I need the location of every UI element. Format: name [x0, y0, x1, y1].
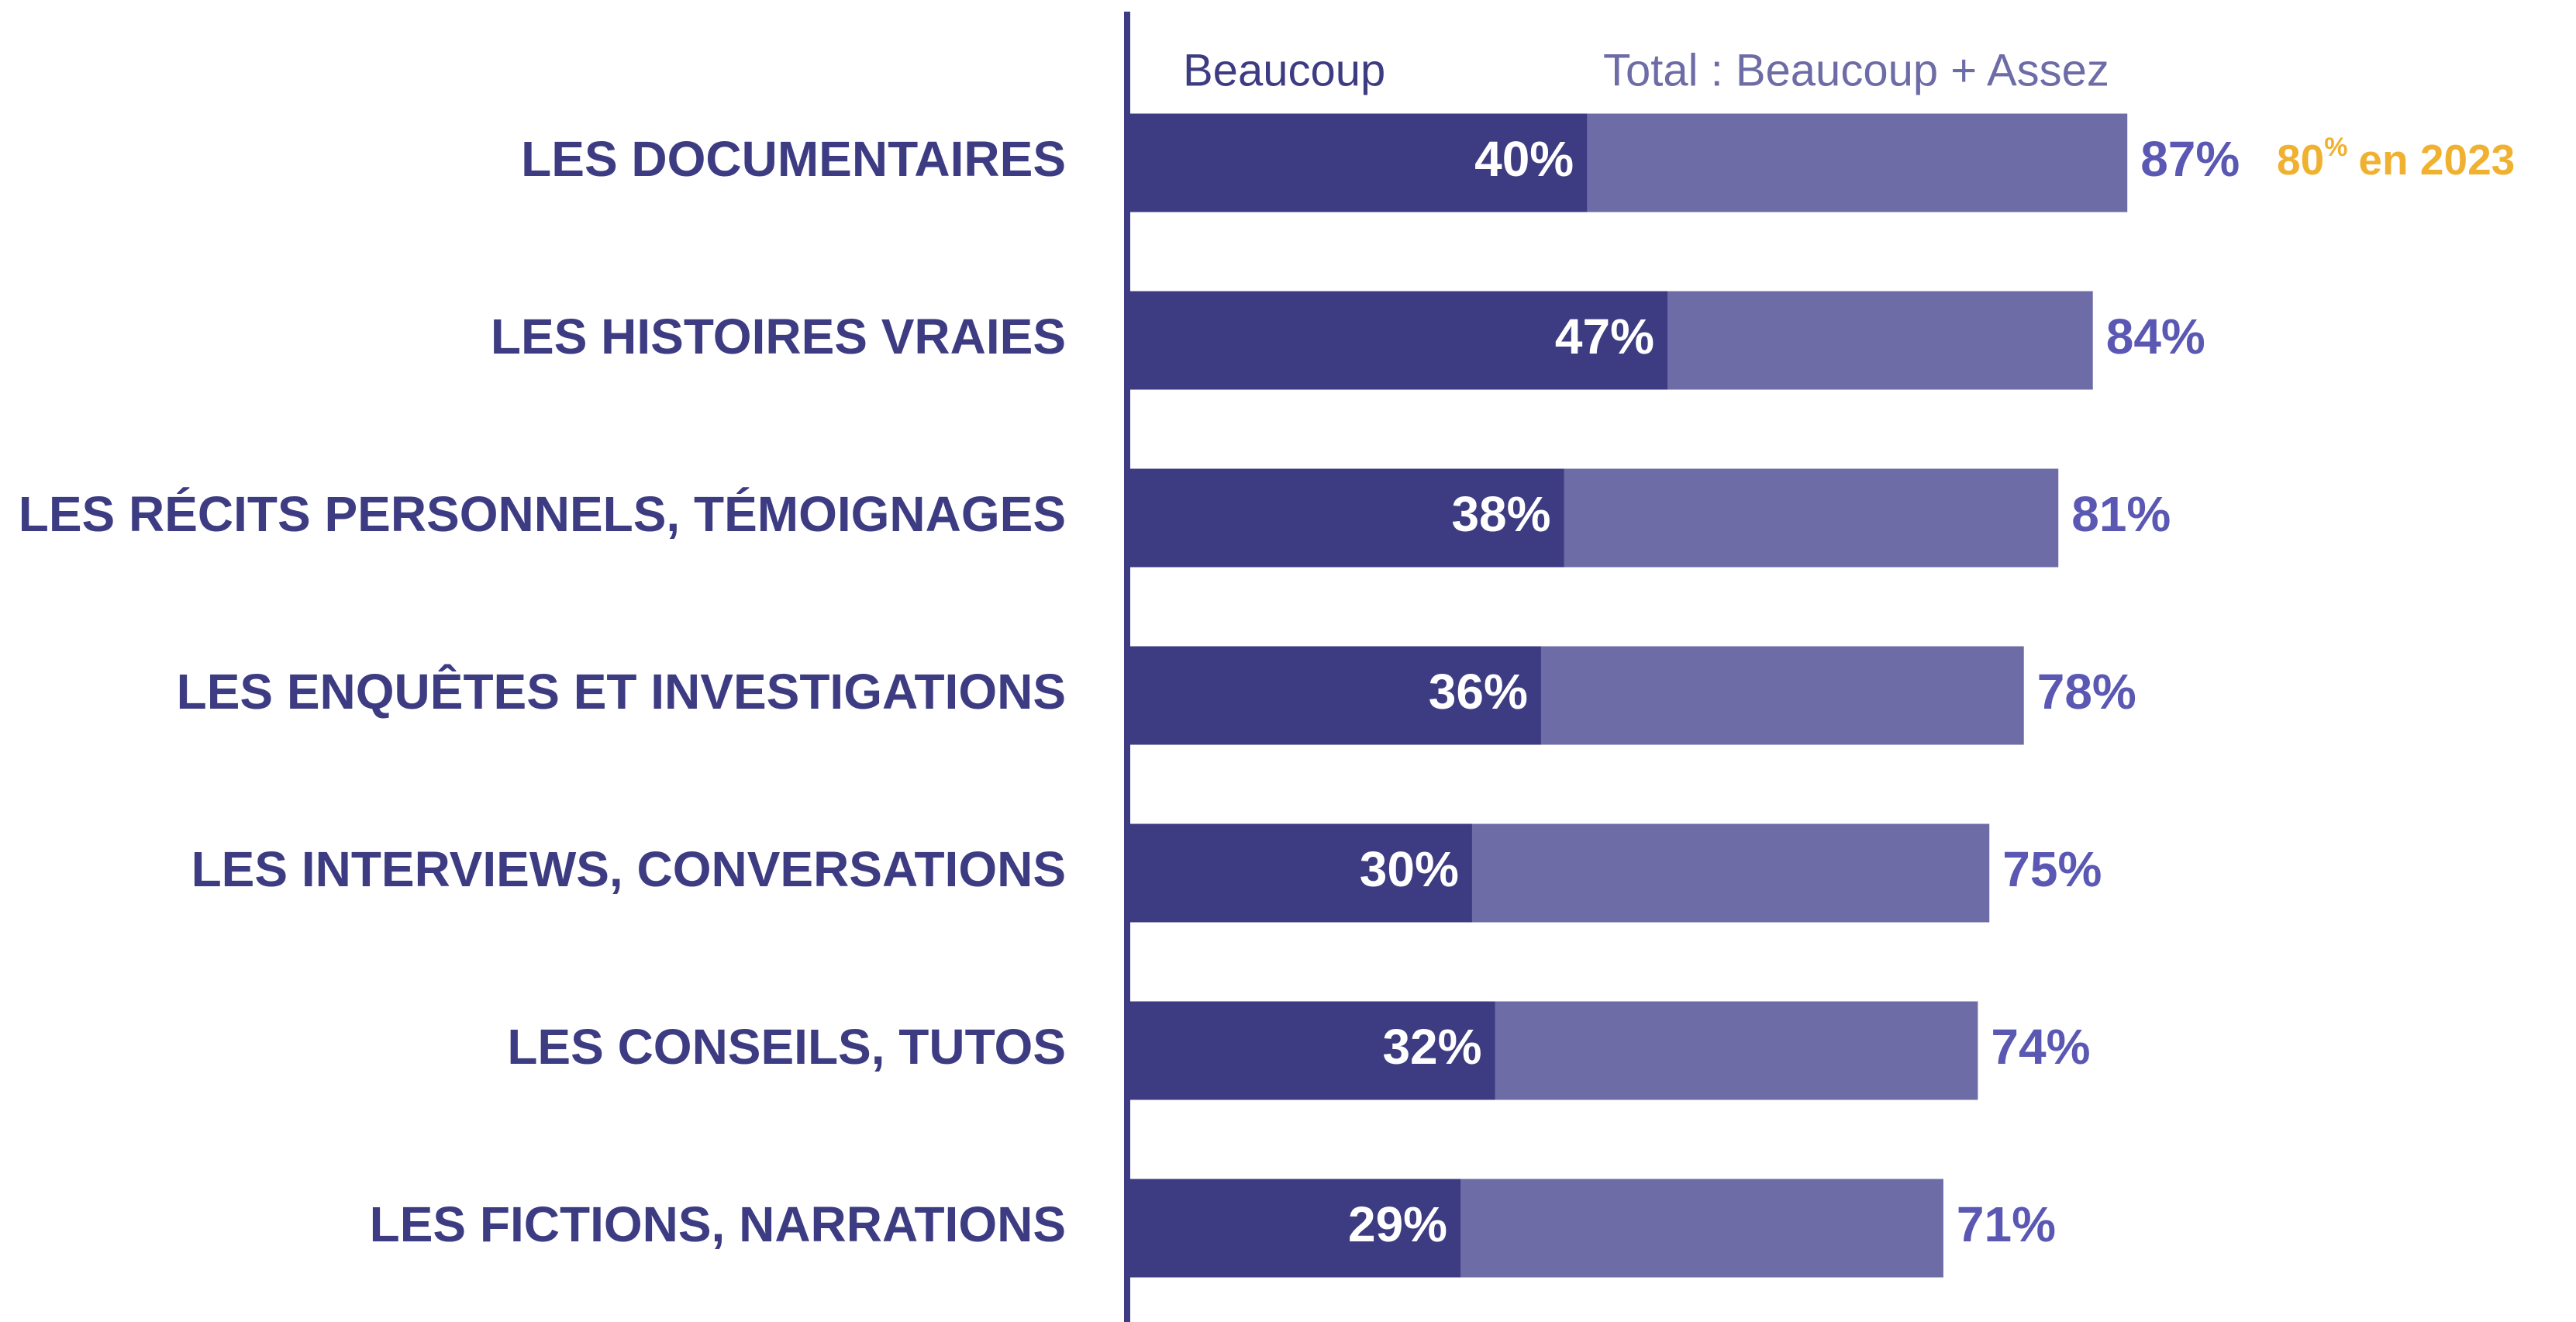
value-label: 29%: [1348, 1196, 1447, 1252]
total-label: 84%: [2106, 309, 2205, 364]
bar: [1127, 646, 1541, 745]
value-label: 36%: [1429, 664, 1528, 720]
bar: [1127, 823, 1472, 923]
category-label: LES HISTOIRES VRAIES: [491, 309, 1066, 364]
category-label: LES INTERVIEWS, CONVERSATIONS: [191, 841, 1066, 897]
annotation-text: en 2023: [2358, 136, 2515, 184]
category-label: LES FICTIONS, NARRATIONS: [370, 1196, 1066, 1252]
value-label: 47%: [1555, 309, 1654, 364]
legend-beaucoup: Beaucoup: [1183, 45, 1385, 95]
bar: [1127, 113, 1588, 212]
value-label: 38%: [1451, 486, 1550, 542]
value-label: 30%: [1360, 841, 1459, 897]
bar: [1127, 291, 1668, 390]
total-label: 75%: [2002, 841, 2102, 897]
annotation-sup: %: [2324, 133, 2347, 162]
category-label: LES ENQUÊTES ET INVESTIGATIONS: [177, 663, 1066, 720]
annotation: 80% en 2023: [2277, 133, 2515, 184]
value-label: 32%: [1382, 1019, 1481, 1075]
category-label: LES RÉCITS PERSONNELS, TÉMOIGNAGES: [19, 486, 1066, 542]
value-label: 40%: [1474, 131, 1574, 187]
bar: [1127, 468, 1564, 568]
bar: [1127, 1179, 1461, 1278]
total-label: 71%: [1957, 1196, 2056, 1252]
category-label: LES CONSEILS, TUTOS: [507, 1019, 1066, 1075]
legend-total: Total : Beaucoup + Assez: [1603, 45, 2109, 95]
total-label: 74%: [1991, 1019, 2090, 1075]
total-label: 87%: [2140, 131, 2240, 187]
total-label: 81%: [2071, 486, 2171, 542]
category-label: LES DOCUMENTAIRES: [521, 131, 1066, 187]
total-label: 78%: [2037, 664, 2136, 720]
bar: [1127, 1001, 1495, 1100]
annotation-value: 80: [2277, 136, 2324, 184]
